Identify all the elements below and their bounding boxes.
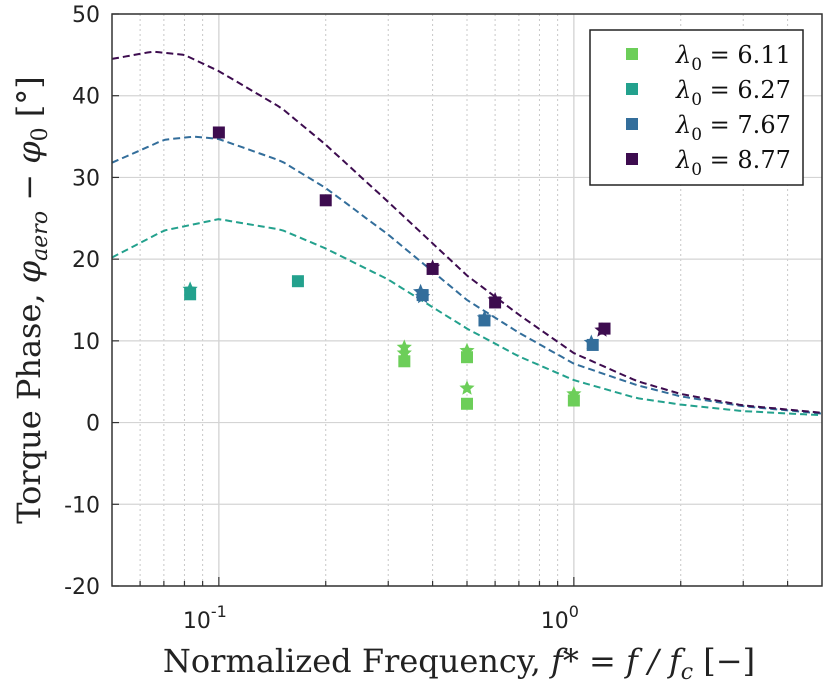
legend-entry: λ0 = 6.27	[626, 76, 791, 110]
model-curve	[111, 135, 823, 415]
axis-ticks: -20 -10 0 10 20 30 40 50 10-1 100	[64, 3, 789, 634]
data-point-square	[586, 338, 599, 351]
y-axis-title-phi-0: φ	[10, 141, 48, 164]
data-markers	[182, 126, 611, 410]
data-point-star	[459, 380, 475, 395]
legend-marker	[626, 118, 638, 130]
legend-entry: λ0 = 6.11	[626, 41, 791, 75]
y-tick-label: 30	[72, 166, 100, 191]
legend-box	[589, 29, 804, 186]
data-point-square	[212, 126, 225, 139]
data-point-square	[416, 289, 429, 302]
data-point-square	[426, 262, 439, 275]
legend-entry: λ0 = 7.67	[626, 111, 791, 145]
y-axis-title-sub-aero: aero	[28, 211, 53, 261]
legend-label: λ0 = 6.11	[675, 41, 791, 75]
data-point-square	[598, 322, 611, 335]
model-curve	[111, 50, 823, 414]
data-point-square	[319, 194, 332, 207]
legend-label: λ0 = 7.67	[675, 111, 791, 145]
y-tick-label: 20	[72, 248, 100, 273]
y-tick-label: 0	[86, 412, 100, 437]
y-axis-title-sub-0: 0	[28, 127, 53, 141]
y-tick-label: -10	[64, 493, 100, 518]
data-point-square	[461, 397, 473, 410]
data-point-square	[291, 275, 304, 288]
model-curves	[111, 50, 823, 417]
data-point-square	[489, 296, 502, 309]
y-axis-title-prefix: Torque Phase,	[10, 283, 48, 524]
legend-entry: λ0 = 8.77	[626, 146, 791, 180]
x-tick-label: 100	[541, 602, 579, 634]
x-axis-title-prefix: Normalized Frequency,	[163, 642, 551, 680]
legend-marker	[626, 48, 638, 60]
data-point-square	[398, 355, 411, 368]
x-axis-title-suffix: [−]	[693, 642, 755, 680]
y-tick-label: -20	[64, 575, 100, 600]
legend-marker	[626, 153, 638, 165]
x-tick-label: 10-1	[183, 602, 227, 634]
y-axis-title-phi-aero: φ	[10, 260, 48, 283]
data-point-square	[461, 351, 473, 364]
y-axis-title-minus: −	[10, 164, 48, 211]
x-axis-title-sub: c	[681, 660, 693, 685]
legend-label: λ0 = 6.27	[675, 76, 791, 110]
x-axis-title: Normalized Frequency, f* = f / fc [−]	[163, 642, 755, 685]
data-point-square	[478, 314, 491, 327]
y-tick-label: 40	[72, 85, 100, 110]
legend-label: λ0 = 8.77	[675, 146, 791, 180]
y-tick-label: 50	[72, 3, 100, 28]
y-axis-title: Torque Phase, φaero − φ0 [°]	[10, 76, 53, 524]
model-curve	[111, 218, 823, 417]
x-axis-title-math: f* = f / f	[549, 642, 686, 680]
data-point-square	[567, 394, 580, 407]
legend-marker	[626, 83, 638, 95]
y-tick-label: 10	[72, 330, 100, 355]
data-point-square	[184, 288, 197, 301]
y-axis-title-suffix: [°]	[10, 76, 48, 127]
